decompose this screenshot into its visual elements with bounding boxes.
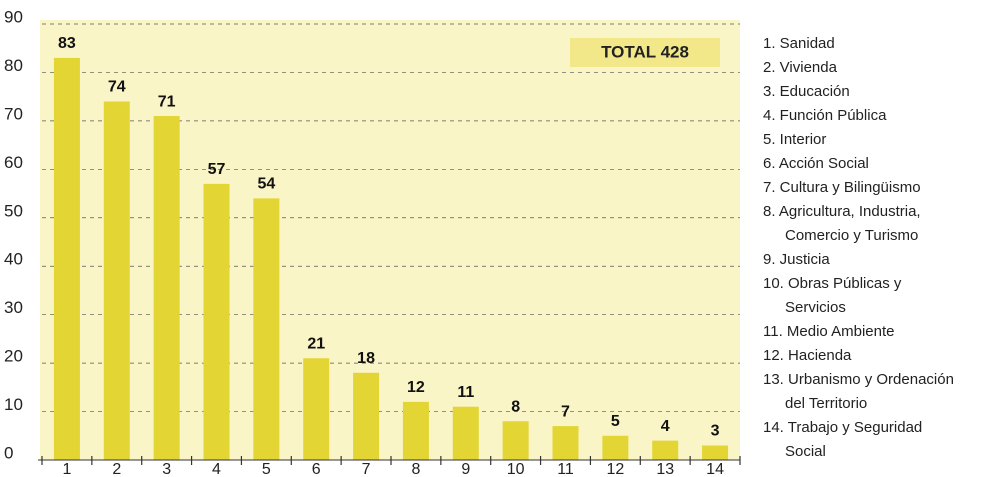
value-label: 54 [257,176,275,193]
x-tick-label: 14 [706,461,724,477]
y-tick-label: 60 [4,153,23,172]
legend-entry: 1. Sanidad [763,35,835,52]
value-label: 12 [407,379,425,396]
legend-entry: 2. Vivienda [763,59,838,76]
legend-entry: Social [785,443,826,460]
y-tick-label: 10 [4,395,23,414]
legend-entry: 12. Hacienda [763,347,852,364]
total-box [570,38,720,67]
y-tick-label: 20 [4,347,23,366]
plot-background [40,20,740,460]
value-label: 11 [457,384,474,401]
legend-entry: 7. Cultura y Bilingüismo [763,179,921,196]
y-tick-label: 0 [4,443,13,462]
x-tick-label: 12 [606,461,624,477]
x-tick-label: 5 [262,461,271,477]
bar [53,57,80,461]
bar [652,440,679,460]
legend-entry: 14. Trabajo y Seguridad [763,419,922,436]
bar [502,421,529,460]
x-tick-label: 2 [112,461,121,477]
x-tick-label: 10 [507,461,525,477]
x-tick-label: 11 [557,461,574,477]
legend-entry: 8. Agricultura, Industria, [763,203,921,220]
bar [103,101,130,460]
value-label: 71 [158,93,176,110]
total-label: TOTAL 428 [601,42,689,61]
bar [253,198,280,460]
legend-entry: 4. Función Pública [763,107,887,124]
x-tick-label: 9 [461,461,470,477]
y-tick-label: 70 [4,104,23,123]
value-label: 83 [58,35,76,52]
x-tick-label: 7 [362,461,371,477]
y-tick-label: 30 [4,298,23,317]
bar [702,445,729,460]
value-label: 4 [661,418,670,435]
bar [203,183,230,460]
bar [353,372,380,460]
value-label: 3 [711,423,720,440]
value-label: 74 [108,79,126,96]
bar [402,401,429,460]
y-tick-label: 40 [4,250,23,269]
bar [153,116,180,461]
bar [303,358,330,460]
bar [552,426,579,460]
bar [452,406,479,460]
value-label: 8 [511,398,520,415]
legend-entry: 13. Urbanismo y Ordenación [763,371,954,388]
x-tick-label: 8 [411,461,420,477]
legend-entry: Comercio y Turismo [785,227,918,244]
legend-entry: 6. Acción Social [763,155,869,172]
value-label: 57 [208,161,226,178]
x-tick-label: 1 [62,461,71,477]
x-tick-label: 3 [162,461,171,477]
value-label: 7 [561,403,570,420]
value-label: 21 [307,335,325,352]
legend-entry: 9. Justicia [763,251,830,268]
x-tick-label: 13 [656,461,674,477]
y-tick-label: 50 [4,201,23,220]
y-tick-label: 80 [4,56,23,75]
value-label: 5 [611,413,620,430]
y-tick-label: 90 [4,7,23,26]
legend-entry: Servicios [785,299,846,316]
legend-entry: del Territorio [785,395,867,412]
legend-entry: 11. Medio Ambiente [763,323,894,340]
legend-entry: 10. Obras Públicas y [763,275,902,292]
legend-entry: 3. Educación [763,83,850,100]
x-tick-label: 4 [212,461,221,477]
value-label: 18 [357,350,375,367]
legend-entry: 5. Interior [763,131,826,148]
bar [602,435,629,460]
x-tick-label: 6 [312,461,321,477]
